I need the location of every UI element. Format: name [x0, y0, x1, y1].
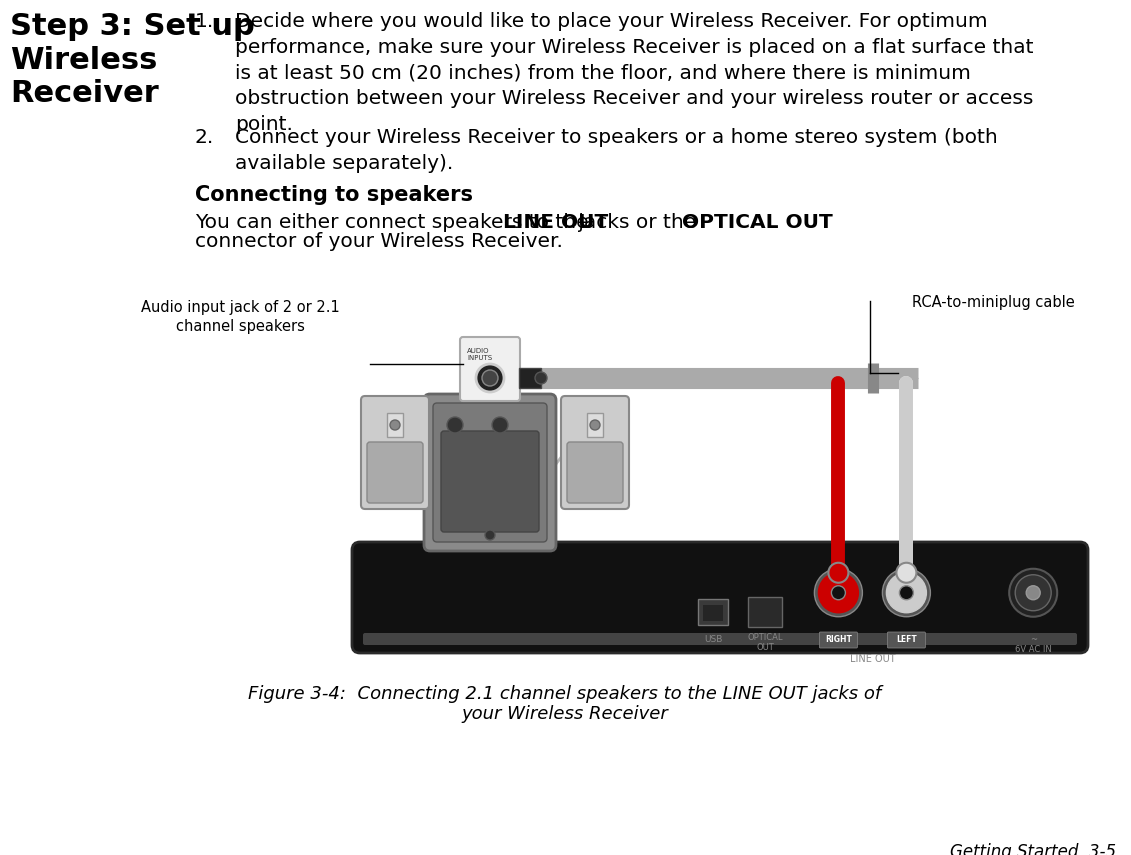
Circle shape [819, 573, 858, 613]
FancyBboxPatch shape [888, 632, 925, 648]
Text: jacks or the: jacks or the [572, 213, 702, 232]
FancyBboxPatch shape [366, 442, 423, 503]
Text: Audio input jack of 2 or 2.1
channel speakers: Audio input jack of 2 or 2.1 channel spe… [140, 300, 339, 333]
Text: LINE OUT: LINE OUT [849, 654, 896, 664]
Text: RIGHT: RIGHT [824, 635, 852, 645]
Circle shape [828, 563, 848, 583]
Circle shape [882, 569, 931, 616]
Circle shape [899, 586, 914, 599]
Circle shape [485, 530, 495, 540]
FancyBboxPatch shape [361, 396, 429, 509]
Circle shape [831, 586, 845, 599]
Text: Getting Started  3-5: Getting Started 3-5 [950, 843, 1116, 855]
Circle shape [887, 573, 926, 613]
Text: You can either connect speakers to the: You can either connect speakers to the [195, 213, 595, 232]
Bar [699, 599, 728, 625]
Bar [387, 413, 403, 437]
Circle shape [590, 420, 601, 430]
Text: 2.: 2. [195, 128, 214, 147]
FancyBboxPatch shape [352, 542, 1088, 653]
Text: OPTICAL
OUT: OPTICAL OUT [748, 633, 783, 652]
Text: AUDIO
INPUTS: AUDIO INPUTS [467, 348, 492, 361]
Circle shape [535, 372, 547, 384]
Text: RCA-to-miniplug cable: RCA-to-miniplug cable [913, 295, 1074, 310]
Text: connector of your Wireless Receiver.: connector of your Wireless Receiver. [195, 232, 563, 251]
Bar [519, 368, 541, 388]
FancyBboxPatch shape [441, 431, 539, 532]
Text: OPTICAL OUT: OPTICAL OUT [682, 213, 834, 232]
Circle shape [476, 364, 504, 392]
FancyBboxPatch shape [424, 394, 556, 551]
Circle shape [390, 420, 400, 430]
FancyBboxPatch shape [819, 632, 857, 648]
Circle shape [482, 370, 498, 386]
FancyBboxPatch shape [561, 396, 629, 509]
FancyBboxPatch shape [567, 442, 623, 503]
Text: LEFT: LEFT [896, 635, 917, 645]
Text: USB: USB [705, 635, 723, 644]
Circle shape [1009, 569, 1057, 616]
Text: ~
6V AC IN: ~ 6V AC IN [1015, 635, 1052, 654]
Circle shape [897, 563, 916, 583]
Text: LINE OUT: LINE OUT [503, 213, 608, 232]
FancyBboxPatch shape [363, 633, 1077, 645]
Circle shape [814, 569, 863, 616]
Text: Figure 3-4:  Connecting 2.1 channel speakers to the LINE OUT jacks of: Figure 3-4: Connecting 2.1 channel speak… [249, 685, 882, 703]
Bar [749, 597, 783, 627]
FancyBboxPatch shape [460, 337, 520, 401]
Circle shape [1016, 575, 1051, 610]
Text: Connecting to speakers: Connecting to speakers [195, 185, 473, 205]
Text: your Wireless Receiver: your Wireless Receiver [461, 705, 668, 723]
Circle shape [447, 417, 463, 433]
Text: Decide where you would like to place your Wireless Receiver. For optimum
perform: Decide where you would like to place you… [235, 12, 1034, 134]
Bar [587, 413, 603, 437]
Bar [703, 605, 724, 621]
Text: Step 3: Set up
Wireless
Receiver: Step 3: Set up Wireless Receiver [10, 12, 254, 109]
FancyBboxPatch shape [433, 403, 547, 542]
Circle shape [1026, 586, 1041, 599]
Text: Connect your Wireless Receiver to speakers or a home stereo system (both
availab: Connect your Wireless Receiver to speake… [235, 128, 998, 173]
Text: 1.: 1. [195, 12, 214, 31]
Circle shape [492, 417, 508, 433]
